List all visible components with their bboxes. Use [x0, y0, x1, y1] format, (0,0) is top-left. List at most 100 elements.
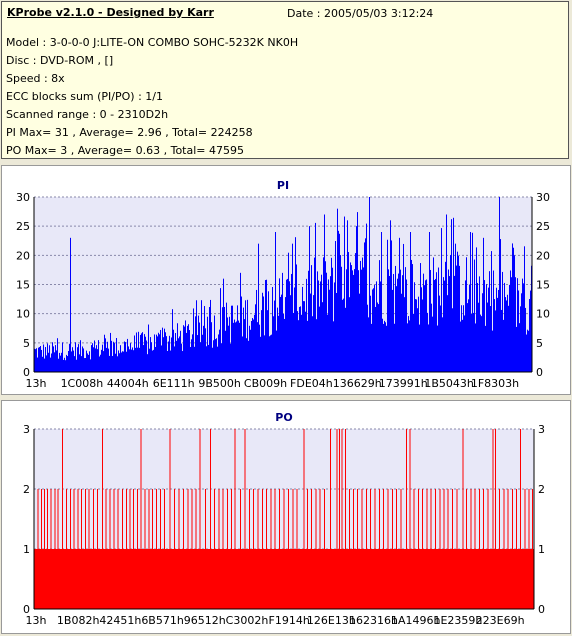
pi-bar	[497, 297, 498, 372]
pi-bar	[274, 300, 275, 372]
pi-bar	[151, 342, 152, 372]
pi-bar	[100, 354, 101, 372]
pi-bar	[168, 341, 169, 372]
pi-bar	[464, 315, 465, 372]
pi-bar	[524, 246, 525, 372]
pi-bar	[289, 281, 290, 372]
pi-bar	[181, 343, 182, 372]
x-tick-label: 223E69h	[476, 614, 525, 627]
y-tick-label-right: 25	[536, 220, 550, 233]
pi-chart-panel: PI 0 0 5 5 10 10 15 15 20 20 25 25 30 30 13h 1C008h 44004…	[1, 165, 571, 395]
pi-bar	[109, 355, 110, 372]
pi-bar	[85, 358, 86, 372]
pi-bar	[230, 343, 231, 372]
pi-bar	[398, 273, 399, 372]
pi-bar	[258, 243, 259, 372]
pi-bar	[526, 334, 527, 372]
po-spike	[361, 489, 363, 549]
pi-bar	[183, 325, 184, 372]
pi-bar	[308, 270, 309, 372]
pi-bar	[444, 280, 445, 372]
pi-bar	[431, 303, 432, 372]
po-spike	[288, 489, 289, 549]
pi-bar	[392, 289, 393, 372]
pi-bar	[129, 349, 130, 372]
pi-bar	[361, 269, 362, 372]
pi-bar	[466, 257, 467, 372]
pi-bar	[195, 316, 196, 372]
y-tick-label-left: 5	[23, 337, 30, 350]
po-spike	[370, 489, 371, 549]
pi-bar	[452, 308, 453, 372]
po-spike	[234, 429, 236, 549]
pi-bar	[178, 338, 179, 372]
scan-date: Date : 2005/05/03 3:12:24	[287, 7, 434, 20]
po-bars	[34, 429, 534, 609]
pi-bar	[385, 322, 386, 372]
po-spike	[85, 489, 86, 549]
pi-bar	[298, 320, 299, 372]
pi-bar	[462, 319, 463, 372]
pi-bar	[45, 347, 46, 372]
pi-bar	[326, 272, 327, 372]
pi-bar	[43, 344, 44, 372]
pi-bar	[445, 261, 446, 372]
po-spike	[396, 489, 397, 549]
pi-bar	[205, 328, 206, 372]
pi-bar	[239, 322, 240, 372]
pi-bar	[92, 343, 93, 372]
pi-bar	[118, 350, 119, 372]
po-spike	[413, 489, 415, 549]
pi-bar	[383, 323, 384, 372]
pi-bar	[165, 332, 166, 372]
pi-bar	[120, 345, 121, 372]
x-tick-label: 1E2359h	[433, 614, 482, 627]
pi-bar	[244, 319, 245, 372]
pi-bar	[341, 266, 342, 372]
pi-bar	[175, 333, 176, 372]
pi-bar	[384, 320, 385, 372]
po-spike	[366, 489, 367, 549]
pi-bar	[139, 347, 140, 372]
pi-bar	[160, 329, 161, 372]
po-stats-line: PO Max= 3 , Average= 0.63 , Total= 47595	[6, 144, 244, 157]
pi-bar	[137, 347, 138, 372]
pi-bar	[370, 295, 371, 372]
pi-bar	[149, 348, 150, 372]
pi-bar	[125, 342, 126, 372]
pi-bar	[58, 358, 59, 372]
po-spike	[174, 489, 175, 549]
y-tick-label-left: 10	[16, 308, 30, 321]
pi-bar	[368, 317, 369, 372]
disc-line: Disc : DVD-ROM , []	[6, 54, 114, 67]
pi-bar	[179, 336, 180, 372]
y-tick-label-right: 1	[538, 543, 545, 556]
pi-bar	[521, 293, 522, 372]
pi-bar	[60, 355, 61, 372]
pi-chart: PI 0 0 5 5 10 10 15 15 20 20 25 25 30 30 13h 1C008h 44004…	[16, 179, 550, 390]
pi-bar	[391, 240, 392, 372]
po-spike	[532, 489, 533, 549]
pi-bar	[305, 311, 306, 372]
po-spike	[470, 489, 472, 549]
pi-bar	[185, 320, 186, 372]
pi-bar	[252, 318, 253, 372]
pi-bar	[191, 339, 192, 372]
model-line: Model : 3-0-0-0 J:LITE-ON COMBO SOHC-523…	[6, 36, 299, 49]
po-spike	[479, 489, 480, 549]
pi-bar	[70, 237, 71, 372]
pi-bar	[494, 299, 495, 372]
pi-bar	[449, 276, 450, 372]
y-tick-label-left: 0	[23, 366, 30, 379]
pi-bar	[131, 349, 132, 372]
po-spike	[400, 489, 402, 549]
pi-bar	[492, 330, 493, 372]
pi-bar	[269, 336, 270, 372]
pi-bar	[312, 316, 313, 372]
pi-bar	[243, 307, 244, 372]
po-spike	[528, 489, 530, 549]
pi-bar	[220, 288, 221, 372]
pi-bar	[188, 324, 189, 372]
pi-bar	[133, 350, 134, 372]
po-spike	[430, 489, 432, 549]
